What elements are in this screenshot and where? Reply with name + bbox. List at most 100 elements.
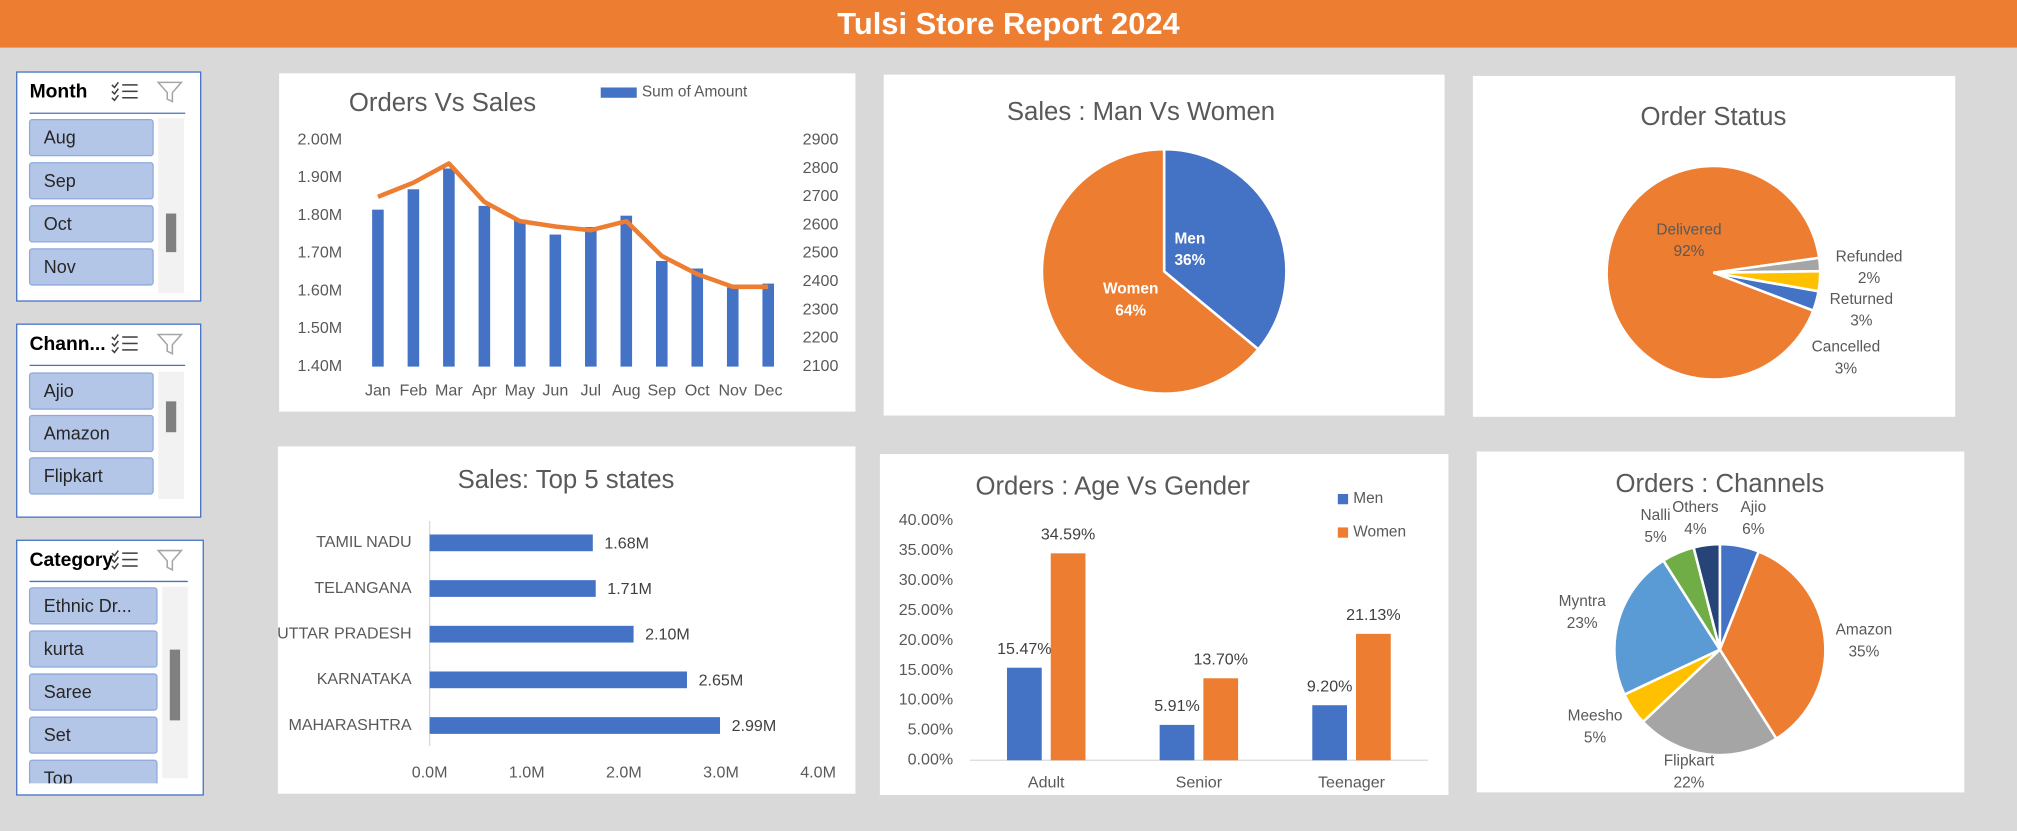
y-tick-label: 1.50M — [298, 319, 343, 337]
bar — [655, 260, 668, 367]
pie-slice — [1641, 647, 1779, 757]
slicer-item[interactable] — [28, 759, 158, 796]
slicer-item-label[interactable]: Aug — [44, 128, 76, 148]
x-tick-label: 2.0M — [606, 763, 642, 781]
bar — [429, 625, 634, 643]
y2-tick-label: 2500 — [803, 244, 839, 262]
slicer-item-label[interactable]: Sep — [44, 171, 76, 191]
y2-tick-label: 2400 — [803, 272, 839, 290]
y-tick-label: 1.70M — [298, 244, 343, 262]
slicer-item-label[interactable]: Flipkart — [44, 466, 103, 486]
legend-label: Sum of Amount — [642, 84, 748, 101]
y2-tick-label: 2200 — [803, 329, 839, 347]
x-tick-label: Mar — [435, 381, 463, 399]
y2-tick-label: 2900 — [803, 130, 839, 148]
slicer-item-label[interactable]: Ethnic Dr... — [44, 596, 132, 616]
x-tick-label: Jan — [365, 381, 391, 399]
slicer-item-label[interactable]: Amazon — [44, 424, 110, 444]
y-tick-label: 40.00% — [899, 511, 953, 529]
slicer-title: Category — [30, 550, 114, 571]
scroll-thumb[interactable] — [169, 649, 181, 721]
bar — [429, 534, 593, 552]
x-tick-label: Nov — [718, 381, 747, 399]
filter-icon[interactable] — [156, 549, 184, 572]
filter-icon[interactable] — [156, 333, 184, 356]
chart-title: Order Status — [1641, 103, 1787, 131]
header-bar — [0, 0, 2017, 48]
slicer-item-label[interactable]: Top — [44, 768, 73, 788]
slicer-item-label[interactable]: Saree — [44, 682, 92, 702]
slice-label: Men — [1174, 230, 1205, 247]
value-label: 15.47% — [997, 640, 1051, 658]
y-tick-label: 15.00% — [899, 661, 953, 679]
slice-value-label: 2% — [1858, 270, 1881, 287]
pie-slice — [1613, 558, 1722, 697]
slice-label: Returned — [1830, 291, 1893, 308]
slice-label: Amazon — [1836, 621, 1893, 638]
bar — [691, 268, 704, 367]
slice-label: Others — [1672, 499, 1719, 516]
slicer-item[interactable] — [28, 205, 154, 243]
scroll-track[interactable] — [158, 118, 184, 294]
icon-check — [111, 556, 119, 564]
chart-title: Sales : Man Vs Women — [1007, 98, 1275, 126]
pie-slice — [1162, 147, 1288, 352]
icon-check — [111, 81, 119, 89]
slicer-item[interactable] — [28, 457, 154, 495]
bar — [1006, 667, 1042, 761]
y-tick-label: 10.00% — [899, 691, 953, 709]
y2-tick-label: 2300 — [803, 300, 839, 318]
scroll-thumb[interactable] — [165, 213, 177, 253]
slice-value-label: 36% — [1174, 252, 1205, 269]
bar — [429, 580, 596, 597]
icon-check — [111, 346, 119, 354]
x-tick-label: Jul — [581, 381, 602, 399]
bar — [585, 227, 597, 367]
slicer-item-label[interactable]: Ajio — [44, 381, 74, 401]
value-label: 5.91% — [1154, 697, 1200, 715]
x-tick-label: Aug — [612, 381, 641, 399]
slicer-item-label[interactable]: Oct — [44, 214, 72, 234]
value-label: 13.70% — [1194, 651, 1248, 669]
y-tick-label: TAMIL NADU — [316, 533, 412, 551]
line — [377, 161, 769, 290]
x-tick-label: 3.0M — [703, 763, 739, 781]
legend-swatch — [600, 87, 637, 98]
chart-title: Sales: Top 5 states — [458, 466, 675, 494]
slicer-item-label[interactable]: kurta — [44, 639, 85, 659]
slicer-item[interactable] — [28, 716, 158, 754]
slicer-item[interactable] — [28, 414, 154, 453]
slicer-item[interactable] — [28, 630, 158, 668]
slicer-item-label[interactable]: Set — [44, 725, 71, 745]
slicer-item[interactable] — [28, 248, 154, 286]
pie-slice — [1040, 147, 1261, 395]
y-tick-label: TELANGANA — [314, 579, 412, 597]
y-tick-label: 35.00% — [899, 541, 953, 559]
slicer-item-label[interactable]: Nov — [44, 257, 76, 277]
bar — [620, 215, 633, 367]
bar — [549, 234, 562, 367]
slicer-item[interactable] — [28, 162, 154, 200]
x-tick-label: Dec — [754, 381, 783, 399]
y-tick-label: KARNATAKA — [317, 670, 412, 688]
legend-swatch — [1337, 527, 1349, 538]
x-tick-label: Sep — [647, 381, 676, 399]
slicer-title: Chann... — [30, 334, 106, 355]
pie-slice — [1692, 542, 1722, 650]
filter-icon[interactable] — [156, 81, 184, 103]
slicer-item[interactable] — [28, 118, 154, 157]
scroll-track[interactable] — [158, 371, 184, 500]
slicer-items: Ajio Amazon Flipkart — [28, 372, 154, 495]
scroll-thumb[interactable] — [165, 401, 177, 433]
bar — [514, 219, 526, 367]
bar — [1050, 553, 1086, 761]
slicer-item[interactable] — [28, 673, 158, 711]
slicer-title: Month — [30, 82, 88, 103]
slicer-item[interactable] — [28, 587, 158, 625]
slicer-item[interactable] — [28, 372, 154, 410]
slice-value-label: 5% — [1644, 529, 1667, 546]
slice-label: Flipkart — [1664, 753, 1715, 770]
slice-value-label: 64% — [1115, 302, 1146, 319]
y-tick-label: 30.00% — [899, 571, 953, 589]
value-label: 1.71M — [607, 580, 652, 598]
